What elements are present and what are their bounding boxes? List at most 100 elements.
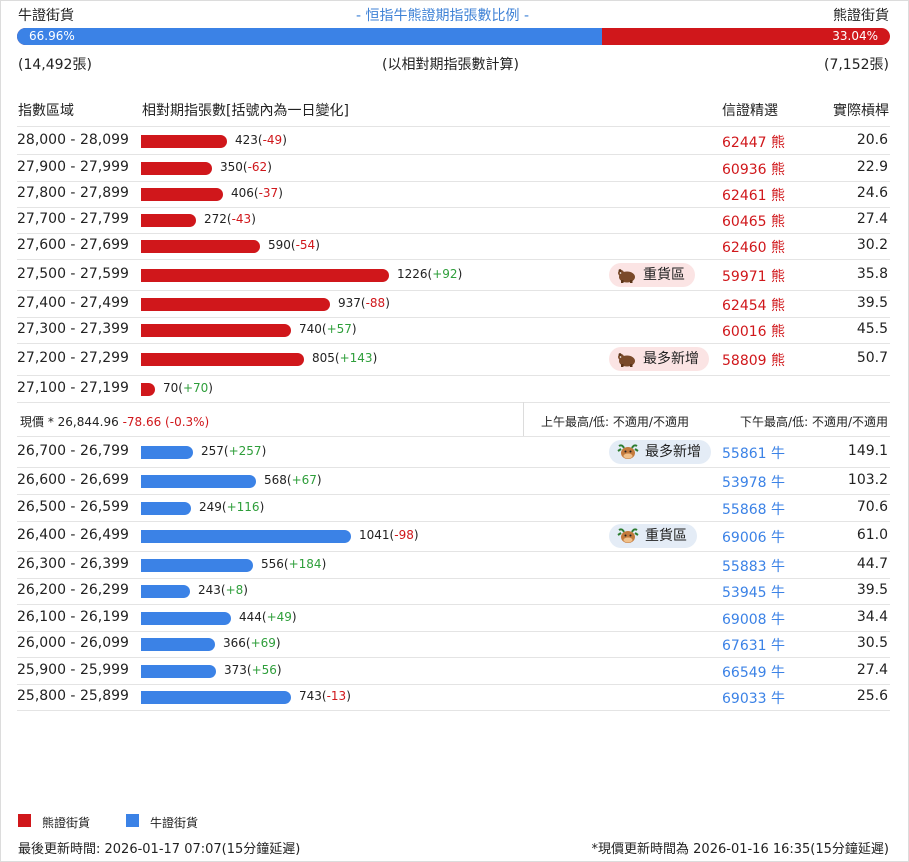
- count-change: +67: [291, 472, 317, 487]
- index-range: 25,800 - 25,899: [17, 688, 129, 704]
- index-range: 28,000 - 28,099: [17, 132, 129, 148]
- count-bar: [141, 324, 291, 337]
- tag-label: 最多新增: [643, 351, 699, 367]
- bull-count: (14,492張): [18, 57, 92, 73]
- bull-ratio-fill: [17, 28, 602, 45]
- count-change: -62: [247, 160, 268, 174]
- bear-count: (7,152張): [823, 57, 889, 73]
- table-row: 27,500 - 27,599 1226(+92) 重貨區 59971 熊 35.8: [17, 259, 890, 291]
- count-bar: [141, 558, 253, 572]
- count-value: 1041(-98): [359, 528, 419, 542]
- count-bar: [141, 611, 231, 625]
- index-range: 27,900 - 27,999: [17, 159, 129, 175]
- count-bar: [141, 214, 196, 227]
- mid-divider: [523, 402, 524, 436]
- index-range: 27,600 - 27,699: [17, 237, 129, 253]
- effective-leverage: 22.9: [856, 159, 888, 175]
- bear-outstanding-label: 熊證街貨: [833, 8, 889, 24]
- warrant-code-link[interactable]: 53945 牛: [722, 585, 785, 601]
- table-row: 26,300 - 26,399 556(+184) 55883 牛 44.7: [17, 551, 890, 579]
- effective-leverage: 34.4: [856, 608, 888, 625]
- warrant-code-link[interactable]: 55861 牛: [722, 446, 785, 462]
- effective-leverage: 27.4: [856, 661, 888, 678]
- table-row: 27,700 - 27,799 272(-43) 60465 熊 27.4: [17, 207, 890, 234]
- count-value: 937(-88): [338, 295, 390, 310]
- warrant-code-link[interactable]: 69006 牛: [722, 530, 785, 546]
- warrant-code-link[interactable]: 62460 熊: [722, 240, 785, 256]
- effective-leverage: 20.6: [856, 132, 888, 148]
- bear-icon: [618, 268, 635, 283]
- table-row: 27,800 - 27,899 406(-37) 62461 熊 24.6: [17, 181, 890, 208]
- warrant-code-link[interactable]: 62447 熊: [722, 135, 785, 151]
- index-range: 26,000 - 26,099: [17, 635, 129, 651]
- count-value: 805(+143): [312, 351, 378, 365]
- warrant-code-link[interactable]: 53978 牛: [722, 474, 785, 491]
- count-change: +70: [182, 380, 209, 395]
- tag-label: 重貨區: [645, 528, 687, 544]
- pm-high-low: 下午最高/低: 不適用/不適用: [740, 415, 888, 429]
- tag-badge: 重貨區: [609, 262, 695, 287]
- count-bar: [141, 530, 351, 543]
- column-header-pick: 信證精選: [722, 103, 778, 119]
- count-change: -13: [326, 689, 347, 703]
- current-price-value: 26,844.96: [57, 415, 119, 429]
- count-bar: [141, 474, 256, 488]
- count-value: 373(+56): [224, 662, 282, 677]
- count-bar: [141, 162, 212, 175]
- table-row: 26,000 - 26,099 366(+69) 67631 牛 30.5: [17, 631, 890, 658]
- count-value: 444(+49): [239, 609, 297, 624]
- warrant-code-link[interactable]: 59971 熊: [722, 268, 785, 285]
- count-bar: [141, 382, 155, 396]
- effective-leverage: 103.2: [847, 471, 888, 488]
- index-range: 26,200 - 26,299: [17, 582, 129, 598]
- index-range: 26,100 - 26,199: [17, 608, 129, 625]
- bear-percentage: 33.04%: [832, 29, 878, 43]
- warrant-code-link[interactable]: 62461 熊: [722, 188, 785, 204]
- count-change: +56: [251, 662, 277, 677]
- count-bar: [141, 585, 190, 598]
- count-value: 740(+57): [299, 322, 357, 336]
- legend-bear-swatch: [18, 814, 31, 827]
- table-row: 26,700 - 26,799 257(+257) 最多新增 55861 牛 149.1: [17, 437, 890, 468]
- count-value: 590(-54): [268, 238, 320, 252]
- count-change: +143: [339, 351, 373, 365]
- index-range: 26,700 - 26,799: [17, 443, 129, 459]
- calculation-note: (以相對期指張數計算): [382, 57, 519, 73]
- count-change: +92: [432, 266, 458, 281]
- count-value: 406(-37): [231, 186, 283, 200]
- count-value: 249(+116): [199, 499, 265, 514]
- index-range: 27,200 - 27,299: [17, 350, 129, 366]
- count-bar: [141, 135, 227, 148]
- table-row: 25,800 - 25,899 743(-13) 69033 牛 25.6: [17, 684, 890, 711]
- tag-badge: 最多新增: [609, 347, 709, 371]
- count-bar: [141, 501, 191, 515]
- last-update-time: 最後更新時間: 2026-01-17 07:07(15分鐘延遲): [18, 842, 301, 857]
- tag-badge: 重貨區: [609, 524, 697, 548]
- count-change: +257: [228, 444, 262, 458]
- warrant-code-link[interactable]: 60465 熊: [722, 214, 785, 230]
- warrant-code-link[interactable]: 62454 熊: [722, 297, 785, 314]
- index-range: 27,100 - 27,199: [17, 379, 129, 396]
- count-value: 556(+184): [261, 556, 327, 571]
- warrant-code-link[interactable]: 67631 牛: [722, 638, 785, 654]
- warrant-code-link[interactable]: 58809 熊: [722, 353, 785, 369]
- warrant-code-link[interactable]: 69008 牛: [722, 611, 785, 628]
- count-bar: [141, 664, 216, 678]
- bull-percentage: 66.96%: [29, 29, 75, 43]
- warrant-code-link[interactable]: 60016 熊: [722, 324, 785, 340]
- index-range: 27,800 - 27,899: [17, 185, 129, 201]
- count-change: +57: [326, 322, 352, 336]
- warrant-code-link[interactable]: 69033 牛: [722, 691, 785, 707]
- tag-badge: 最多新增: [609, 440, 711, 464]
- count-change: -43: [231, 212, 252, 226]
- warrant-code-link[interactable]: 60936 熊: [722, 162, 785, 178]
- table-row: 28,000 - 28,099 423(-49) 62447 熊 20.6: [17, 128, 890, 155]
- count-change: +8: [225, 583, 244, 597]
- count-bar: [141, 240, 260, 253]
- effective-leverage: 30.2: [856, 237, 888, 253]
- count-bar: [141, 297, 330, 311]
- warrant-code-link[interactable]: 55883 牛: [722, 558, 785, 575]
- count-change: -49: [262, 133, 283, 147]
- warrant-code-link[interactable]: 55868 牛: [722, 501, 785, 518]
- warrant-code-link[interactable]: 66549 牛: [722, 664, 785, 681]
